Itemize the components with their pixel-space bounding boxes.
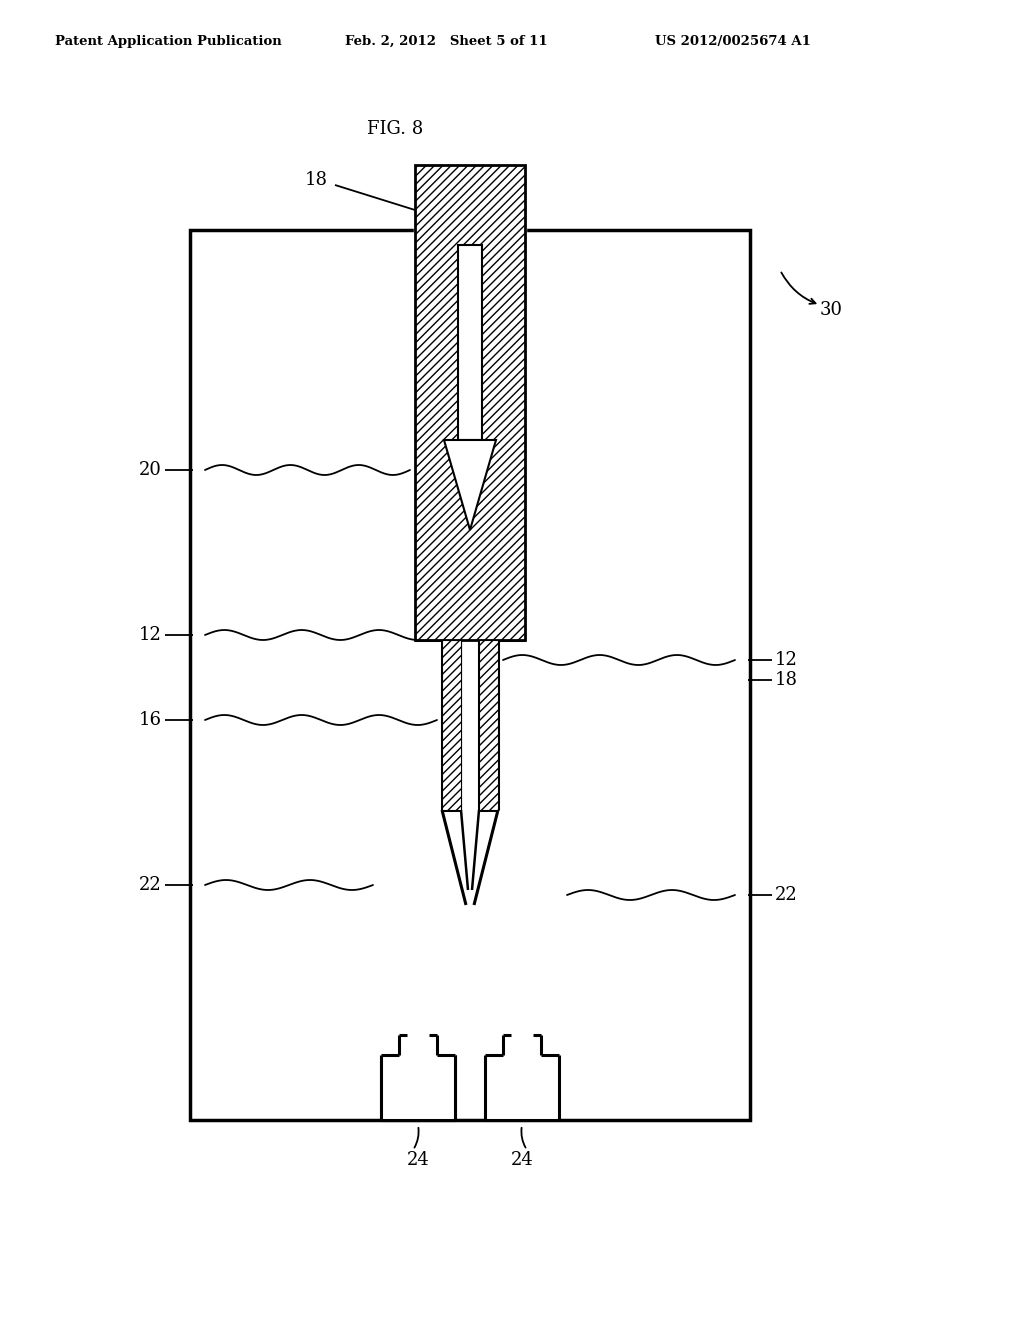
Text: 18: 18 — [775, 671, 798, 689]
Bar — [484, 1030, 560, 1119]
Text: Patent Application Publication: Patent Application Publication — [55, 36, 282, 48]
Text: Feb. 2, 2012   Sheet 5 of 11: Feb. 2, 2012 Sheet 5 of 11 — [345, 36, 548, 48]
Text: 30: 30 — [820, 301, 843, 319]
Polygon shape — [444, 440, 496, 531]
Text: US 2012/0025674 A1: US 2012/0025674 A1 — [655, 36, 811, 48]
Text: 18: 18 — [305, 172, 328, 189]
Bar — [458, 246, 482, 440]
Text: 24: 24 — [511, 1151, 534, 1170]
Text: 22: 22 — [139, 876, 162, 894]
Text: 12: 12 — [139, 626, 162, 644]
Text: 12: 12 — [775, 651, 798, 669]
Bar — [380, 1030, 456, 1119]
Text: 16: 16 — [139, 711, 162, 729]
Bar — [190, 230, 750, 1119]
Text: 20: 20 — [139, 461, 162, 479]
Bar — [415, 165, 525, 640]
Text: 22: 22 — [775, 886, 798, 904]
Text: FIG. 8: FIG. 8 — [367, 120, 423, 139]
Bar — [442, 640, 461, 810]
Bar — [479, 640, 498, 810]
Text: 24: 24 — [407, 1151, 429, 1170]
Polygon shape — [414, 227, 526, 232]
